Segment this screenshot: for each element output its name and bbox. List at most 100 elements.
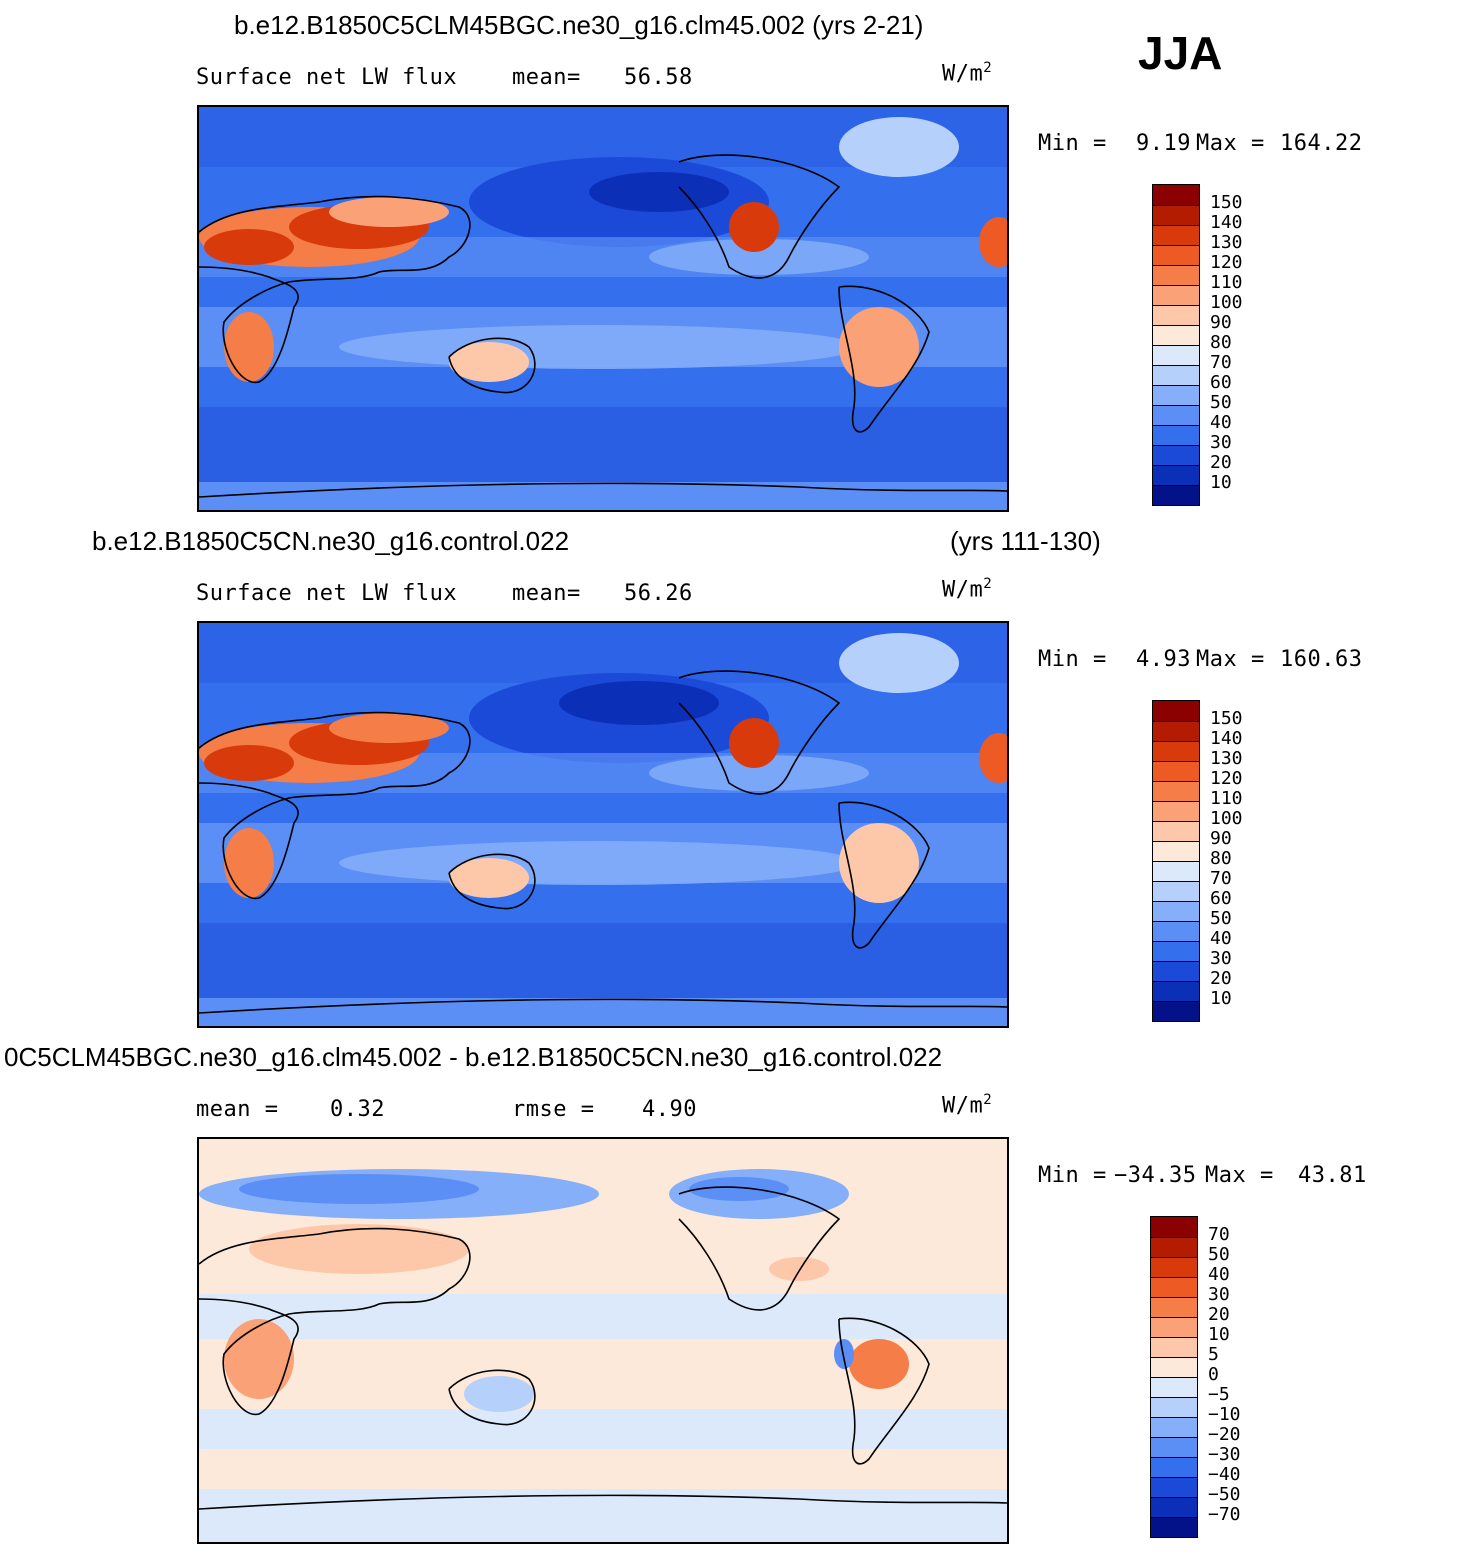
colorbar-swatch: [1151, 1297, 1197, 1317]
antarctica: [199, 998, 1007, 1026]
sh-subtropic-high: [339, 325, 859, 369]
colorbar-tick-label: 60: [1210, 372, 1232, 393]
colorbar-tick-label: 40: [1208, 1264, 1230, 1285]
panel3-rmse-label: rmse =: [512, 1097, 595, 1122]
north-pacific-min: [559, 681, 719, 725]
colorbar-tick-label: −30: [1208, 1444, 1241, 1465]
panel1-min-value: 9.19: [1136, 131, 1191, 156]
colorbar-frame: [1152, 700, 1200, 1022]
panel2-max-label: Max =: [1196, 647, 1265, 672]
panel2-title-left: b.e12.B1850C5CN.ne30_g16.control.022: [92, 526, 570, 556]
panel1-title: b.e12.B1850C5CLM45BGC.ne30_g16.clm45.002…: [234, 10, 924, 40]
colorbar-tick-label: 5: [1208, 1344, 1219, 1365]
colorbar-tick-label: −5: [1208, 1384, 1230, 1405]
sh-band: [199, 1409, 1007, 1449]
panel1-max-label: Max =: [1196, 131, 1265, 156]
colorbar-swatch: [1153, 761, 1199, 781]
colorbar-tick-label: 90: [1210, 312, 1232, 333]
colorbar-swatch: [1153, 721, 1199, 741]
colorbar-swatch: [1153, 325, 1199, 345]
colorbar-swatch: [1153, 861, 1199, 881]
colorbar-swatch: [1151, 1397, 1197, 1417]
colorbar-swatch: [1153, 465, 1199, 485]
south-america: [839, 307, 919, 387]
colorbar-swatch: [1153, 305, 1199, 325]
colorbar-tick-label: 100: [1210, 292, 1243, 313]
panel1-mean-label: mean=: [512, 65, 581, 90]
colorbar-swatch: [1153, 285, 1199, 305]
colorbar-tick-label: 110: [1210, 272, 1243, 293]
colorbar-tick-label: 40: [1210, 412, 1232, 433]
colorbar-tick-label: 140: [1210, 728, 1243, 749]
afro-eurasia-coast: [199, 1227, 471, 1416]
australia-coast: [448, 853, 536, 910]
panel2-map-plot: [199, 623, 1007, 1026]
panel2-units: W/m2: [942, 576, 993, 603]
colorbar-tick-label: 40: [1210, 928, 1232, 949]
panel3-mean-label: mean =: [196, 1097, 279, 1122]
colorbar-swatch: [1153, 185, 1199, 205]
colorbar-tick-label: 50: [1208, 1244, 1230, 1265]
panel3-min-label: Min =: [1038, 1163, 1107, 1188]
colorbar-swatch: [1151, 1237, 1197, 1257]
panel2-mean-label: mean=: [512, 581, 581, 606]
west-africa-edge: [979, 217, 1007, 267]
panel3-map: [197, 1137, 1009, 1544]
colorbar-swatch: [1153, 981, 1199, 1001]
panel2-min-value: 4.93: [1136, 647, 1191, 672]
colorbar-tick-label: −70: [1208, 1504, 1241, 1525]
season-label: JJA: [1138, 27, 1223, 79]
panel1-units: W/m2: [942, 60, 993, 87]
north-america-coast: [678, 1186, 841, 1311]
colorbar-tick-label: −50: [1208, 1484, 1241, 1505]
eurasia-warming: [249, 1224, 469, 1274]
antarctic-coast: [199, 1494, 1007, 1510]
coastlines: [199, 1186, 1007, 1510]
panel2-max-value: 160.63: [1280, 647, 1363, 672]
sw-north-america: [729, 202, 779, 252]
colorbar-swatch: [1153, 961, 1199, 981]
colorbar-swatch: [1151, 1337, 1197, 1357]
colorbar-tick-label: 20: [1210, 968, 1232, 989]
greenland: [839, 117, 959, 177]
colorbar-swatch: [1153, 821, 1199, 841]
antarctic-band: [199, 1489, 1007, 1542]
colorbar-swatch: [1153, 901, 1199, 921]
colorbar-tick-label: 90: [1210, 828, 1232, 849]
colorbar-tick-label: 20: [1208, 1304, 1230, 1325]
colorbar-swatch: [1153, 345, 1199, 365]
sahara-max: [204, 229, 294, 265]
panel3-units: W/m2: [942, 1092, 993, 1119]
panel2-title-right: (yrs 111-130): [950, 526, 1101, 556]
central-asia: [329, 197, 449, 227]
australia: [449, 342, 529, 382]
colorbar-swatch: [1153, 781, 1199, 801]
colorbar-swatch: [1153, 385, 1199, 405]
panel3-min-value: −34.35: [1114, 1163, 1197, 1188]
us-warming: [769, 1257, 829, 1281]
panel1-map-plot: [199, 107, 1007, 510]
southern-africa: [224, 312, 274, 382]
panel1-variable: Surface net LW flux: [196, 65, 458, 90]
colorbar-frame: [1150, 1216, 1198, 1538]
colorbar-swatch: [1153, 245, 1199, 265]
colorbar-tick-label: 30: [1208, 1284, 1230, 1305]
north-america-coast: [678, 154, 841, 279]
colorbar-tick-label: 10: [1210, 472, 1232, 493]
greenland: [839, 633, 959, 693]
coastlines: [199, 154, 1007, 498]
colorbar-swatch: [1153, 225, 1199, 245]
colorbar-swatch: [1151, 1437, 1197, 1457]
colorbar-tick-label: 120: [1210, 768, 1243, 789]
antarctica: [199, 482, 1007, 510]
australia-cooling: [464, 1376, 534, 1412]
colorbar-swatch: [1151, 1377, 1197, 1397]
panel3-title: 0C5CLM45BGC.ne30_g16.clm45.002 - b.e12.B…: [4, 1042, 943, 1072]
panel1-max-value: 164.22: [1280, 131, 1363, 156]
colorbar-tick-label: 100: [1210, 808, 1243, 829]
coastlines: [199, 670, 1007, 1014]
colorbar-tick-label: −10: [1208, 1404, 1241, 1425]
colorbar-tick-label: 70: [1210, 868, 1232, 889]
panel1-map: [197, 105, 1009, 512]
afro-eurasia-coast: [199, 711, 471, 900]
